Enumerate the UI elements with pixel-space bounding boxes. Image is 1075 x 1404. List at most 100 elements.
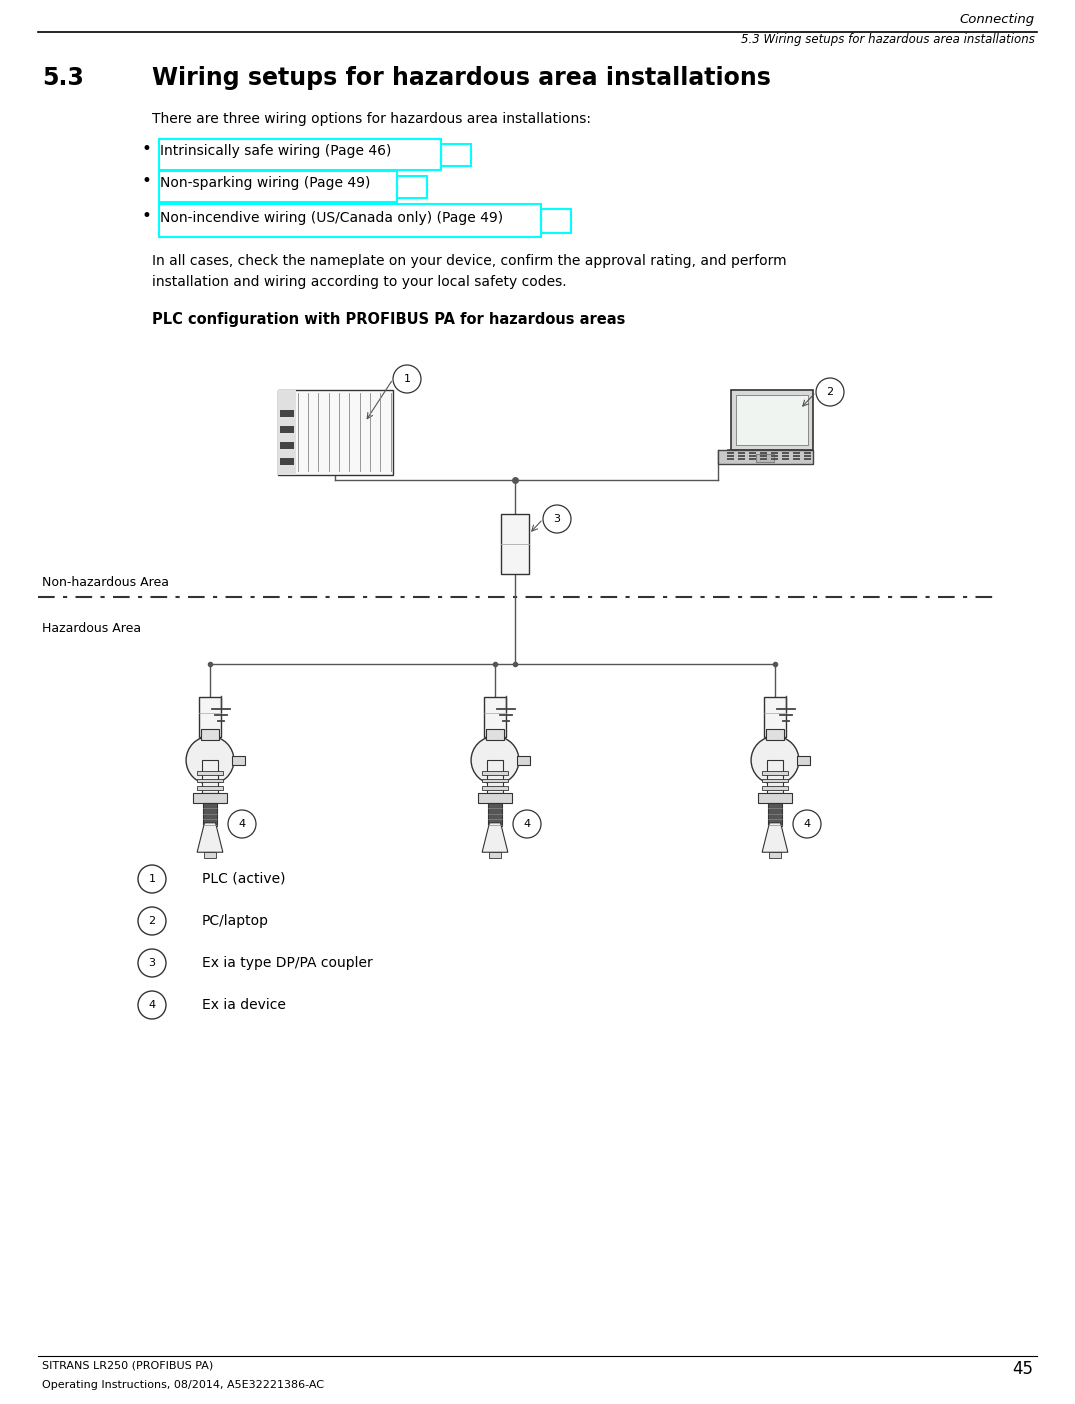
Bar <box>739 455 745 456</box>
Polygon shape <box>482 823 507 852</box>
Bar <box>804 455 811 456</box>
Text: Hazardous Area: Hazardous Area <box>42 622 141 635</box>
Bar <box>482 779 507 782</box>
Text: 45: 45 <box>1012 1360 1033 1377</box>
Text: Ex ia type DP/PA coupler: Ex ia type DP/PA coupler <box>202 956 373 970</box>
Bar <box>760 452 766 453</box>
Circle shape <box>186 736 234 785</box>
Bar <box>517 755 530 765</box>
Bar <box>159 171 397 202</box>
Bar <box>489 852 501 858</box>
Bar <box>280 410 293 417</box>
Bar <box>541 209 571 233</box>
Bar <box>762 771 788 775</box>
Bar <box>793 458 800 461</box>
Text: 3: 3 <box>554 514 560 524</box>
Bar <box>197 771 223 775</box>
Bar <box>804 452 811 453</box>
Bar <box>277 389 296 475</box>
Bar <box>764 696 786 737</box>
Bar <box>488 803 502 827</box>
Bar <box>197 786 223 789</box>
Text: 3: 3 <box>148 958 156 967</box>
Text: In all cases, check the nameplate on your device, confirm the approval rating, a: In all cases, check the nameplate on you… <box>152 254 787 289</box>
Bar <box>397 176 427 198</box>
Text: PC/laptop: PC/laptop <box>202 914 269 928</box>
Text: 5.3 Wiring setups for hazardous area installations: 5.3 Wiring setups for hazardous area ins… <box>741 34 1035 46</box>
Polygon shape <box>762 823 788 852</box>
Bar <box>280 459 293 465</box>
Circle shape <box>138 991 166 1019</box>
Bar <box>194 793 227 803</box>
Bar <box>736 395 808 445</box>
Bar <box>749 458 756 461</box>
Bar <box>727 455 734 456</box>
Text: Non-hazardous Area: Non-hazardous Area <box>42 576 169 590</box>
Bar <box>280 427 293 432</box>
Circle shape <box>138 907 166 935</box>
Bar <box>768 803 783 827</box>
Text: PLC (active): PLC (active) <box>202 872 286 886</box>
Circle shape <box>513 810 541 838</box>
Bar <box>762 779 788 782</box>
Bar <box>782 452 789 453</box>
Text: 4: 4 <box>803 819 811 828</box>
Bar <box>202 760 218 793</box>
Circle shape <box>751 736 799 785</box>
Bar <box>793 455 800 456</box>
Text: •: • <box>142 173 152 190</box>
Circle shape <box>793 810 821 838</box>
Bar <box>199 696 221 737</box>
Bar <box>771 455 778 456</box>
Bar <box>760 458 766 461</box>
Bar <box>441 145 471 166</box>
Bar <box>203 803 217 827</box>
Text: 2: 2 <box>827 388 833 397</box>
Bar <box>782 458 789 461</box>
Circle shape <box>138 865 166 893</box>
Text: PLC configuration with PROFIBUS PA for hazardous areas: PLC configuration with PROFIBUS PA for h… <box>152 312 626 327</box>
Bar <box>232 755 245 765</box>
Text: 1: 1 <box>148 875 156 885</box>
Bar <box>759 793 791 803</box>
Bar <box>717 451 813 463</box>
Bar <box>762 786 788 789</box>
Bar <box>277 389 392 475</box>
Bar <box>770 852 780 858</box>
Circle shape <box>816 378 844 406</box>
Bar <box>478 793 512 803</box>
Bar <box>486 729 504 740</box>
Circle shape <box>471 736 519 785</box>
Bar <box>727 458 734 461</box>
Bar <box>756 453 774 462</box>
Text: Non-sparking wiring (Page 49): Non-sparking wiring (Page 49) <box>160 176 371 190</box>
Bar <box>771 458 778 461</box>
Bar <box>749 452 756 453</box>
Circle shape <box>543 505 571 534</box>
Bar <box>487 760 503 793</box>
Bar <box>484 696 506 737</box>
Circle shape <box>138 949 166 977</box>
Bar <box>739 452 745 453</box>
Text: SITRANS LR250 (PROFIBUS PA): SITRANS LR250 (PROFIBUS PA) <box>42 1360 213 1370</box>
Bar <box>739 458 745 461</box>
Bar <box>280 442 293 448</box>
Bar <box>201 729 219 740</box>
Bar <box>782 455 789 456</box>
Bar <box>760 455 766 456</box>
Text: •: • <box>142 140 152 159</box>
Text: 1: 1 <box>403 373 411 385</box>
Bar <box>749 455 756 456</box>
Bar <box>501 514 529 574</box>
Bar <box>765 729 784 740</box>
Text: 4: 4 <box>524 819 531 828</box>
Bar <box>197 779 223 782</box>
Text: Non-incendive wiring (US/Canada only) (Page 49): Non-incendive wiring (US/Canada only) (P… <box>160 211 503 225</box>
Text: 2: 2 <box>148 915 156 927</box>
Text: Wiring setups for hazardous area installations: Wiring setups for hazardous area install… <box>152 66 771 90</box>
Bar <box>159 204 541 237</box>
Bar <box>204 852 215 858</box>
Text: •: • <box>142 206 152 225</box>
Bar <box>804 458 811 461</box>
Text: Operating Instructions, 08/2014, A5E32221386-AC: Operating Instructions, 08/2014, A5E3222… <box>42 1380 324 1390</box>
